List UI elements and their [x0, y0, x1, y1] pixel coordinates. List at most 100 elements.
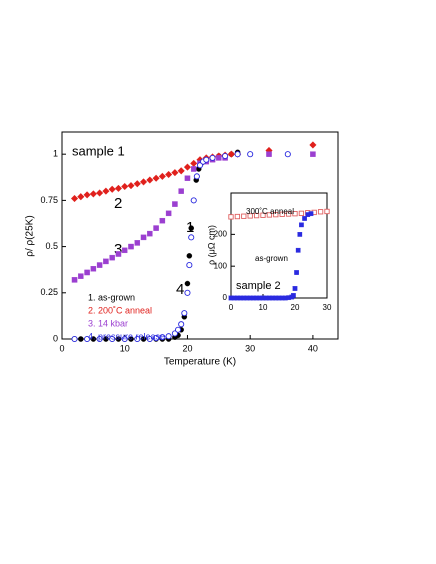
- point: [153, 225, 159, 231]
- point: [228, 214, 234, 220]
- legend-label: 1. as-grown: [88, 292, 135, 302]
- y-tick-label: 0: [53, 333, 58, 343]
- point: [298, 210, 305, 217]
- point: [184, 289, 191, 296]
- point: [133, 180, 141, 188]
- point: [134, 335, 141, 343]
- y-tick-label: 100: [214, 261, 228, 270]
- point: [273, 211, 279, 218]
- point: [153, 335, 160, 342]
- point: [285, 211, 292, 217]
- legend-label: 3. 14 kbar: [88, 318, 128, 328]
- point: [317, 209, 324, 215]
- point: [84, 269, 90, 276]
- point: [188, 234, 195, 241]
- annotation: 2: [114, 195, 122, 212]
- point: [302, 216, 307, 221]
- point: [172, 201, 178, 207]
- point: [140, 336, 147, 342]
- point: [115, 251, 122, 257]
- point: [165, 170, 173, 179]
- annotation: sample 1: [72, 143, 125, 158]
- point: [96, 335, 103, 343]
- point: [109, 254, 115, 261]
- point: [266, 212, 273, 218]
- point: [78, 336, 84, 342]
- point: [184, 175, 191, 181]
- point: [181, 310, 188, 317]
- point: [247, 213, 253, 219]
- point: [297, 232, 303, 237]
- point: [183, 163, 192, 171]
- y-axis-label: ρ/ ρ(25K): [25, 215, 36, 256]
- y-tick-label: 200: [214, 229, 228, 238]
- point: [89, 190, 97, 198]
- point: [284, 151, 291, 158]
- plot-frame: [230, 192, 328, 299]
- point: [234, 151, 241, 158]
- point: [78, 273, 84, 279]
- point: [121, 335, 128, 343]
- point: [216, 155, 222, 161]
- point: [310, 151, 316, 157]
- point: [134, 240, 141, 246]
- point: [294, 270, 299, 275]
- y-tick-label: 0.5: [45, 241, 58, 251]
- point: [71, 277, 78, 283]
- point: [83, 191, 91, 199]
- x-tick-label: 10: [120, 343, 130, 353]
- point: [171, 169, 179, 177]
- point: [299, 222, 304, 228]
- point: [309, 141, 317, 149]
- point: [152, 174, 160, 182]
- y-tick-label: 0: [223, 293, 228, 302]
- x-axis-label: Temperature (K): [164, 357, 236, 368]
- point: [71, 335, 78, 343]
- point: [295, 247, 301, 253]
- point: [279, 211, 285, 217]
- series-label: as-grown: [255, 254, 288, 263]
- point: [292, 211, 298, 217]
- y-tick-label: 0.25: [40, 287, 58, 297]
- point: [193, 173, 200, 180]
- point: [103, 336, 109, 342]
- x-tick-label: 30: [323, 303, 332, 312]
- point: [260, 212, 266, 218]
- point: [291, 293, 296, 298]
- point: [127, 182, 135, 190]
- point: [241, 213, 247, 219]
- point: [186, 253, 193, 259]
- point: [96, 262, 103, 268]
- legend-label: 4. pressure release: [88, 331, 165, 341]
- point: [102, 187, 110, 195]
- point: [146, 335, 153, 343]
- x-tick-label: 0: [229, 303, 234, 312]
- point: [188, 225, 194, 231]
- point: [266, 151, 272, 157]
- point: [90, 266, 97, 272]
- point: [146, 176, 154, 184]
- point: [324, 208, 330, 215]
- point: [177, 167, 185, 175]
- point: [186, 262, 193, 269]
- point: [115, 336, 122, 342]
- point: [209, 154, 216, 161]
- point: [128, 243, 134, 250]
- point: [103, 258, 109, 265]
- point: [253, 212, 260, 219]
- point: [159, 217, 166, 224]
- point: [147, 230, 153, 237]
- point: [292, 286, 298, 291]
- point: [190, 197, 197, 204]
- point: [158, 172, 166, 180]
- point: [227, 150, 235, 158]
- point: [222, 152, 229, 160]
- point: [308, 211, 314, 217]
- x-tick-label: 40: [308, 343, 318, 353]
- y-axis-label: ρ (μΩ cm): [206, 225, 216, 265]
- x-tick-label: 20: [291, 303, 300, 312]
- point: [178, 321, 185, 328]
